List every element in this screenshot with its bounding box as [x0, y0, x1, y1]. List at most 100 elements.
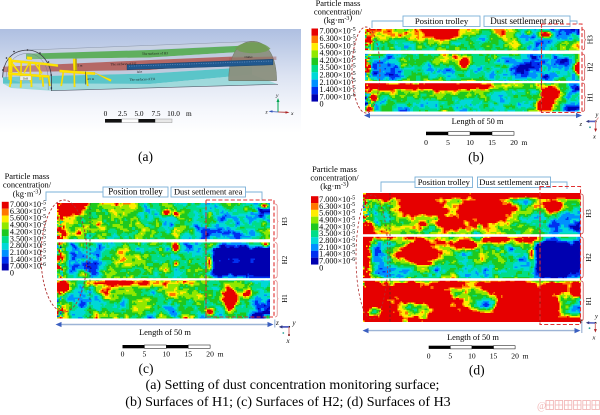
svg-text:H1: H1 — [585, 296, 593, 305]
svg-text:Drill: Drill — [23, 77, 29, 80]
svg-text:7.000×10-5: 7.000×10-5 — [319, 195, 355, 204]
svg-text:Particle mass: Particle mass — [316, 0, 361, 8]
svg-text:(a) Setting of dust concentrat: (a) Setting of dust concentration monito… — [146, 378, 440, 393]
svg-text:15: 15 — [184, 350, 192, 359]
svg-text:Length of 50 m: Length of 50 m — [452, 117, 504, 126]
svg-text:10: 10 — [163, 350, 171, 359]
svg-text:(b): (b) — [468, 150, 484, 165]
svg-text:Dust settlement area: Dust settlement area — [479, 177, 549, 187]
svg-text:H2: H2 — [585, 253, 593, 262]
svg-text:(kg·m-3): (kg·m-3) — [13, 186, 42, 199]
svg-text:m: m — [523, 352, 529, 361]
svg-text:H3: H3 — [585, 209, 593, 218]
svg-text:2.100×10-5: 2.100×10-5 — [10, 248, 46, 257]
svg-text:(kg·m-3): (kg·m-3) — [320, 178, 349, 191]
svg-text:H3: H3 — [281, 217, 289, 226]
svg-text:20: 20 — [206, 350, 214, 359]
svg-text:(c): (c) — [139, 361, 154, 376]
svg-text:5.0: 5.0 — [134, 109, 143, 118]
svg-text:15: 15 — [488, 138, 496, 147]
svg-text:7.000×10-6: 7.000×10-6 — [10, 262, 46, 271]
svg-text:0: 0 — [424, 138, 428, 147]
svg-text:Position trolley: Position trolley — [415, 16, 469, 26]
svg-text:(kg·m-3): (kg·m-3) — [324, 12, 353, 25]
svg-text:0: 0 — [104, 109, 108, 118]
svg-text:Dust settlement area: Dust settlement area — [490, 16, 563, 26]
svg-text:2.100×10-5: 2.100×10-5 — [320, 78, 356, 87]
svg-text:4.200×10-5: 4.200×10-5 — [319, 222, 355, 231]
svg-text:2.800×10-5: 2.800×10-5 — [319, 236, 355, 245]
svg-text:0: 0 — [10, 269, 14, 278]
svg-text:20: 20 — [510, 138, 518, 147]
svg-text:20: 20 — [511, 352, 519, 361]
svg-text:z: z — [265, 110, 269, 116]
svg-text:z: z — [579, 318, 583, 325]
svg-text:H1: H1 — [281, 294, 289, 303]
svg-text:x: x — [286, 337, 291, 345]
svg-text:1.400×10-5: 1.400×10-5 — [319, 250, 355, 259]
svg-text:2.5: 2.5 — [118, 109, 127, 118]
svg-text:concentration/: concentration/ — [314, 7, 363, 17]
svg-text:m: m — [186, 109, 192, 118]
svg-text:1.400×10-5: 1.400×10-5 — [10, 255, 46, 264]
svg-text:Particle mass: Particle mass — [312, 164, 357, 174]
svg-text:x: x — [592, 335, 596, 342]
svg-text:1.400×10-5: 1.400×10-5 — [320, 85, 356, 94]
svg-text:5 m: 5 m — [78, 64, 83, 68]
svg-text:4.200×10-5: 4.200×10-5 — [10, 227, 46, 236]
svg-text:The surfaces of H3: The surfaces of H3 — [142, 51, 168, 56]
svg-text:7.000×10-5: 7.000×10-5 — [10, 200, 46, 209]
svg-text:5: 5 — [448, 352, 452, 361]
svg-text:3.500×10-5: 3.500×10-5 — [10, 234, 46, 243]
svg-text:y: y — [595, 112, 599, 119]
svg-text:5: 5 — [143, 350, 147, 359]
svg-text:5.600×10-5: 5.600×10-5 — [10, 214, 46, 223]
svg-text:x: x — [290, 111, 294, 117]
svg-text:H2: H2 — [281, 255, 289, 264]
svg-text:3.500×10-5: 3.500×10-5 — [319, 229, 355, 238]
svg-text:6.300×10-5: 6.300×10-5 — [320, 34, 356, 43]
svg-text:4.200×10-5: 4.200×10-5 — [320, 56, 356, 65]
svg-text:15: 15 — [490, 352, 498, 361]
svg-text:z: z — [579, 121, 583, 128]
svg-text:The surfaces of H1: The surfaces of H1 — [129, 77, 155, 82]
svg-text:y: y — [275, 93, 279, 99]
svg-text:z: z — [275, 319, 279, 327]
svg-text:concentration/: concentration/ — [3, 180, 52, 190]
svg-text:Inlet: Inlet — [137, 70, 143, 74]
svg-text:2.100×10-5: 2.100×10-5 — [319, 243, 355, 252]
svg-text:10: 10 — [466, 138, 474, 147]
svg-text:(d): (d) — [469, 362, 485, 377]
svg-text:0: 0 — [427, 352, 431, 361]
svg-text:The surfaces of H2: The surfaces of H2 — [110, 62, 136, 67]
svg-text:concentration/: concentration/ — [310, 173, 359, 183]
svg-text:x: x — [592, 134, 596, 141]
svg-text:7.000×10-6: 7.000×10-6 — [320, 92, 356, 101]
svg-text:7.000×10-6: 7.000×10-6 — [319, 256, 355, 265]
svg-text:4.900×10-5: 4.900×10-5 — [319, 215, 355, 224]
svg-text:2.800×10-5: 2.800×10-5 — [10, 241, 46, 250]
svg-text:2.800×10-5: 2.800×10-5 — [320, 71, 356, 80]
svg-text:Particle mass: Particle mass — [5, 171, 50, 181]
svg-text:H3: H3 — [586, 35, 595, 44]
svg-text:Dust settlement area: Dust settlement area — [174, 187, 243, 196]
svg-text:(a): (a) — [138, 149, 153, 164]
svg-text:Length of 50 m: Length of 50 m — [139, 328, 191, 337]
svg-text:Length of 50 m: Length of 50 m — [447, 333, 499, 342]
svg-text:6.300×10-5: 6.300×10-5 — [10, 207, 46, 216]
svg-text:@: @ — [537, 401, 546, 412]
svg-text:y: y — [594, 313, 598, 320]
svg-text:7.5: 7.5 — [151, 109, 160, 118]
svg-text:m: m — [522, 138, 528, 147]
svg-text:5.600×10-5: 5.600×10-5 — [320, 41, 356, 50]
svg-text:5: 5 — [446, 138, 450, 147]
svg-text:0: 0 — [320, 100, 324, 109]
svg-text:0: 0 — [319, 263, 323, 272]
svg-text:4.900×10-5: 4.900×10-5 — [10, 221, 46, 230]
svg-text:(b) Surfaces of H1; (c) Surfac: (b) Surfaces of H1; (c) Surfaces of H2; … — [125, 395, 450, 410]
svg-text:0: 0 — [121, 350, 125, 359]
svg-text:3.500×10-5: 3.500×10-5 — [320, 63, 356, 72]
svg-text:Position trolley: Position trolley — [108, 186, 163, 196]
svg-text:7.000×10-5: 7.000×10-5 — [320, 27, 356, 36]
svg-text:Outlet: Outlet — [245, 55, 253, 59]
